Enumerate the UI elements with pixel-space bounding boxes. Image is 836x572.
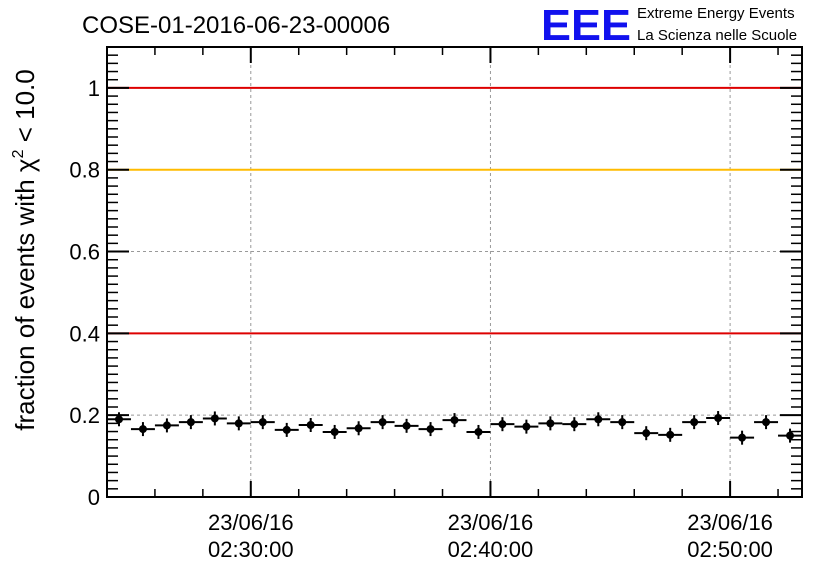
data-point	[418, 422, 443, 437]
point-marker	[786, 431, 795, 440]
eee-logo: EEE Extreme Energy Events La Scienza nel…	[541, 1, 797, 50]
data-point	[346, 421, 371, 436]
y-tick-label: 0.6	[69, 240, 100, 265]
logo-line-1: Extreme Energy Events	[637, 5, 795, 22]
point-marker	[330, 427, 339, 436]
data-point	[682, 415, 707, 430]
data-point	[562, 417, 587, 432]
x-tick-label-date: 23/06/16	[208, 510, 294, 535]
data-point	[178, 415, 203, 430]
data-point	[778, 428, 802, 443]
point-marker	[594, 415, 603, 424]
reference-lines	[107, 86, 802, 335]
data-point	[274, 422, 299, 437]
data-point	[226, 416, 251, 431]
y-axis-label-suffix: < 10.0	[10, 69, 40, 149]
data-point	[658, 427, 683, 442]
data-point	[442, 413, 467, 428]
point-marker	[642, 429, 651, 438]
point-marker	[426, 425, 435, 434]
x-tick-label-time: 02:50:00	[687, 537, 773, 562]
point-marker	[498, 420, 507, 429]
x-tick-label-date: 23/06/16	[687, 510, 773, 535]
data-point	[634, 426, 659, 441]
y-axis-label: fraction of events with χ2 < 10.0	[10, 69, 40, 430]
y-tick-label: 0.4	[69, 321, 100, 346]
grid	[107, 47, 802, 497]
data-point	[394, 418, 419, 433]
y-tick-label: 1	[88, 76, 100, 101]
point-marker	[666, 430, 675, 439]
x-tick-label-time: 02:30:00	[208, 537, 294, 562]
data-point	[202, 411, 227, 426]
y-axis-label-symbol: χ	[10, 158, 40, 172]
data-point	[538, 416, 563, 431]
data-point	[706, 411, 731, 426]
point-marker	[570, 420, 579, 429]
y-tick-label: 0	[88, 485, 100, 510]
data-point	[586, 412, 611, 427]
point-marker	[474, 427, 483, 436]
point-marker	[522, 422, 531, 431]
point-marker	[210, 414, 219, 423]
chart-title: COSE-01-2016-06-23-00006	[82, 12, 390, 39]
data-point	[322, 424, 347, 439]
data-point	[154, 418, 179, 433]
y-axis-label-prefix: fraction of events with	[10, 172, 40, 431]
data-point	[370, 415, 395, 430]
point-marker	[282, 425, 291, 434]
data-point	[250, 415, 275, 430]
axis-ticks	[107, 47, 802, 498]
point-marker	[378, 418, 387, 427]
logo-line-2: La Scienza nelle Scuole	[637, 27, 797, 44]
y-tick-label: 0.8	[69, 158, 100, 183]
point-marker	[306, 421, 315, 429]
data-point	[130, 422, 155, 437]
x-tick-label-time: 02:40:00	[448, 537, 534, 562]
point-marker	[234, 419, 243, 428]
data-point	[610, 415, 635, 430]
point-marker	[138, 425, 147, 434]
data-point	[490, 417, 515, 432]
point-marker	[762, 418, 771, 427]
point-marker	[450, 416, 459, 425]
y-tick-labels: 0 0.2 0.4 0.6 0.8 1	[69, 76, 100, 510]
data-point	[514, 419, 539, 434]
x-tick-label-date: 23/06/16	[448, 510, 534, 535]
data-point	[298, 418, 323, 432]
y-axis-label-superscript: 2	[10, 149, 27, 158]
x-tick-labels: 23/06/1602:30:0023/06/1602:40:0023/06/16…	[208, 510, 773, 562]
point-marker	[162, 421, 171, 430]
point-marker	[546, 419, 555, 428]
point-marker	[258, 418, 267, 427]
point-marker	[114, 415, 123, 424]
data-point	[730, 430, 755, 445]
point-marker	[354, 424, 363, 433]
data-point	[754, 415, 779, 430]
point-marker	[690, 418, 699, 427]
y-tick-label: 0.2	[69, 403, 100, 428]
data-point	[466, 424, 491, 439]
point-marker	[402, 421, 411, 430]
point-marker	[618, 418, 627, 427]
data-points	[107, 411, 802, 445]
point-marker	[186, 418, 195, 427]
logo-letters: EEE	[541, 1, 631, 50]
point-marker	[738, 433, 747, 442]
point-marker	[714, 414, 723, 423]
plot-frame	[106, 46, 803, 498]
